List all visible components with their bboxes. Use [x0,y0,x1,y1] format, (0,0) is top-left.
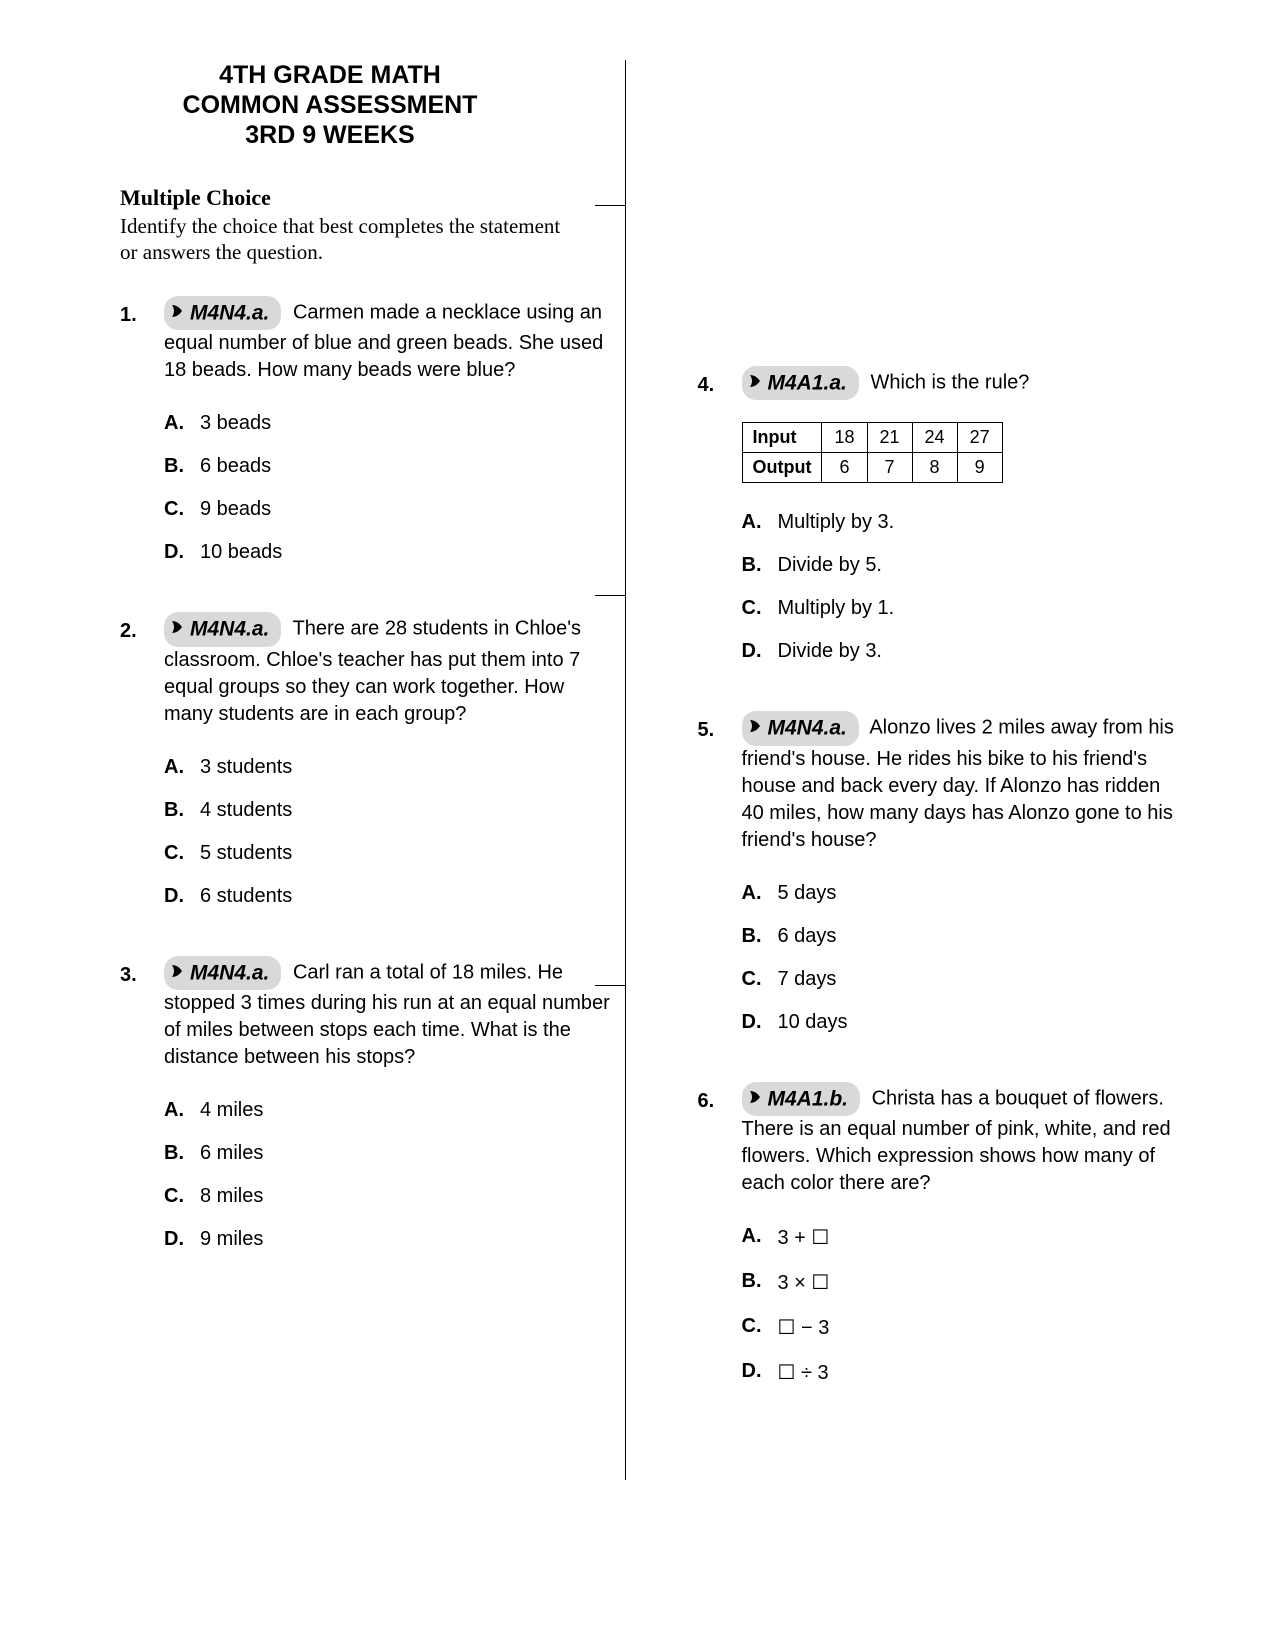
choice-d[interactable]: D.10 beads [164,541,618,564]
arrow-icon [748,1085,766,1113]
choice-c[interactable]: C.5 students [164,842,618,865]
question-number: 4. [698,366,742,684]
question-2: 2. M4N4.a. There are 28 students in Chlo… [120,612,618,928]
right-column: 4. M4A1.a. Which is the rule? Input 18 2… [648,296,1176,1434]
choice-a[interactable]: A.3 beads [164,412,618,435]
standard-badge: M4N4.a. [164,956,281,991]
question-text: M4A1.a. Which is the rule? [742,366,1176,401]
question-number: 3. [120,956,164,1272]
choice-a[interactable]: A.Multiply by 3. [742,511,1176,534]
section-header: Multiple Choice [120,185,1175,211]
choice-c[interactable]: C.☐ − 3 [742,1315,1176,1340]
choice-d[interactable]: D.6 students [164,885,618,908]
question-text: M4N4.a. Alonzo lives 2 miles away from h… [742,711,1176,854]
standard-badge: M4N4.a. [164,296,281,331]
question-3: 3. M4N4.a. Carl ran a total of 18 miles.… [120,956,618,1272]
input-output-table: Input 18 21 24 27 Output 6 7 8 9 [742,422,1003,483]
choice-d[interactable]: D.☐ ÷ 3 [742,1360,1176,1385]
answer-tick [595,595,625,596]
choice-d[interactable]: D.9 miles [164,1228,618,1251]
choice-b[interactable]: B.6 beads [164,455,618,478]
standard-badge: M4A1.a. [742,366,859,401]
choice-b[interactable]: B.6 days [742,925,1176,948]
question-text: M4N4.a. There are 28 students in Chloe's… [164,612,618,728]
assessment-title: 4TH GRADE MATH COMMON ASSESSMENT 3RD 9 W… [140,60,520,150]
choice-b[interactable]: B.4 students [164,799,618,822]
table-row: Input 18 21 24 27 [742,423,1002,453]
left-column: 1. M4N4.a. Carmen made a necklace using … [120,296,648,1434]
choice-d[interactable]: D.10 days [742,1011,1176,1034]
choice-c[interactable]: C.9 beads [164,498,618,521]
choice-c[interactable]: C.8 miles [164,1185,618,1208]
question-number: 6. [698,1082,742,1406]
standard-badge: M4N4.a. [164,612,281,647]
choice-c[interactable]: C.7 days [742,968,1176,991]
question-number: 2. [120,612,164,928]
choice-b[interactable]: B.Divide by 5. [742,554,1176,577]
choice-d[interactable]: D.Divide by 3. [742,640,1176,663]
choice-a[interactable]: A.3 + ☐ [742,1225,1176,1250]
title-line-2: COMMON ASSESSMENT [140,90,520,120]
question-number: 1. [120,296,164,585]
choices: A.4 miles B.6 miles C.8 miles D.9 miles [164,1099,618,1251]
arrow-icon [748,369,766,397]
choice-c[interactable]: C.Multiply by 1. [742,597,1176,620]
choices: A.3 beads B.6 beads C.9 beads D.10 beads [164,412,618,564]
question-5: 5. M4N4.a. Alonzo lives 2 miles away fro… [698,711,1176,1054]
choice-b[interactable]: B.3 × ☐ [742,1270,1176,1295]
arrow-icon [170,299,188,327]
choices: A.5 days B.6 days C.7 days D.10 days [742,882,1176,1034]
arrow-icon [170,959,188,987]
question-text: M4N4.a. Carl ran a total of 18 miles. He… [164,956,618,1072]
question-number: 5. [698,711,742,1054]
arrow-icon [170,615,188,643]
choice-a[interactable]: A.3 students [164,756,618,779]
question-6: 6. M4A1.b. Christa has a bouquet of flow… [698,1082,1176,1406]
table-row: Output 6 7 8 9 [742,453,1002,483]
question-1: 1. M4N4.a. Carmen made a necklace using … [120,296,618,585]
choice-b[interactable]: B.6 miles [164,1142,618,1165]
column-divider [625,60,626,1480]
question-text: M4A1.b. Christa has a bouquet of flowers… [742,1082,1176,1198]
choices: A.3 students B.4 students C.5 students D… [164,756,618,908]
title-line-3: 3RD 9 WEEKS [140,120,520,150]
arrow-icon [748,714,766,742]
title-line-1: 4TH GRADE MATH [140,60,520,90]
answer-tick [595,205,625,206]
instructions-text: Identify the choice that best completes … [120,213,580,266]
question-4: 4. M4A1.a. Which is the rule? Input 18 2… [698,366,1176,684]
standard-badge: M4A1.b. [742,1082,861,1117]
standard-badge: M4N4.a. [742,711,859,746]
choices: A.3 + ☐ B.3 × ☐ C.☐ − 3 D.☐ ÷ 3 [742,1225,1176,1385]
choices: A.Multiply by 3. B.Divide by 5. C.Multip… [742,511,1176,663]
question-text: M4N4.a. Carmen made a necklace using an … [164,296,618,385]
answer-tick [595,985,625,986]
choice-a[interactable]: A.5 days [742,882,1176,905]
choice-a[interactable]: A.4 miles [164,1099,618,1122]
